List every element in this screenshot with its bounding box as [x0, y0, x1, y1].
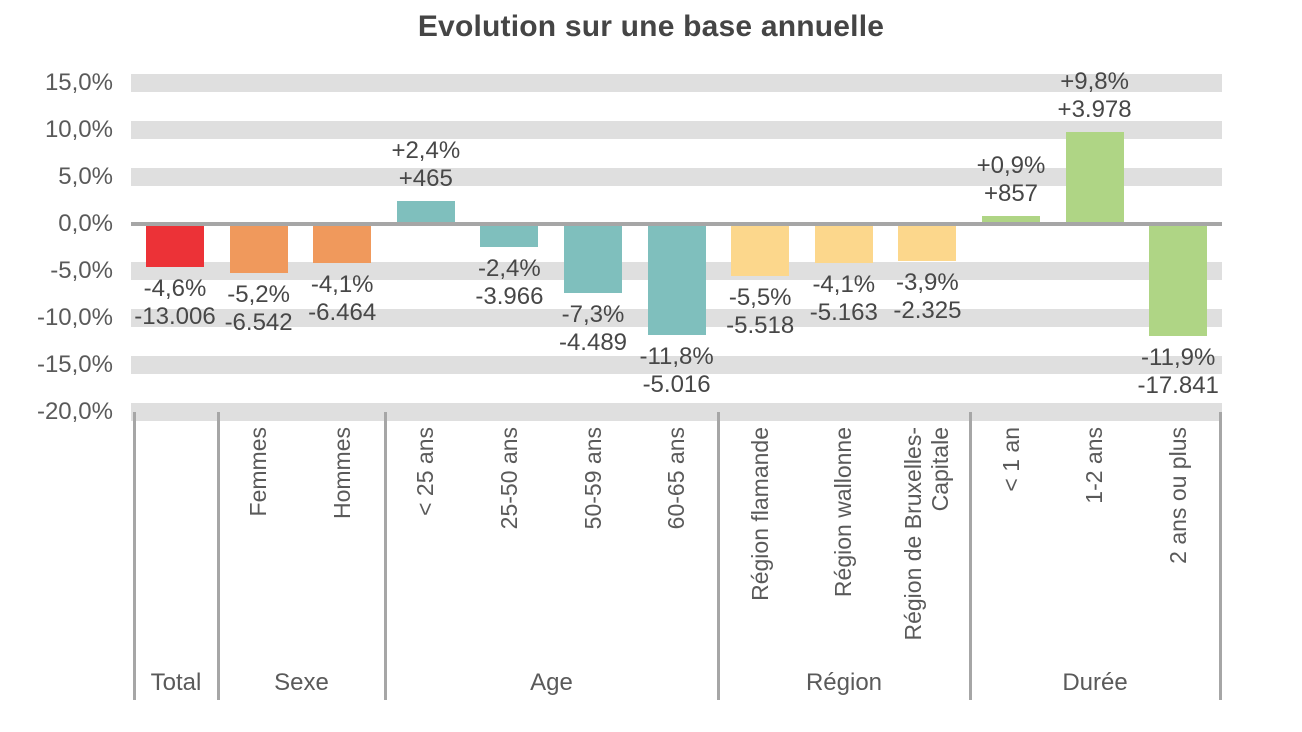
bar-value-label: -4,1% -5.163	[809, 270, 878, 326]
bar	[396, 201, 455, 224]
group-label: Région	[805, 669, 883, 696]
group-divider	[383, 412, 387, 700]
bar-value-label: -2,4% -3.966	[475, 254, 544, 310]
bar-value-label: +0,9% +857	[976, 151, 1046, 207]
y-tick-label: 10,0%	[44, 116, 113, 143]
bar-value-label: -4,1% -6.464	[308, 270, 377, 326]
bar	[731, 224, 790, 276]
bar	[898, 224, 957, 261]
category-label: Région flamande	[746, 427, 773, 601]
y-tick-label: -15,0%	[36, 351, 113, 378]
y-tick-label: 15,0%	[44, 69, 113, 96]
bar	[146, 224, 204, 268]
gridline-band	[131, 356, 1222, 374]
chart-title: Evolution sur une base annuelle	[417, 10, 885, 43]
bar-value-label: +2,4% +465	[391, 137, 461, 193]
bar	[480, 224, 539, 247]
category-label: 25-50 ans	[495, 427, 522, 530]
y-tick-label: -5,0%	[50, 257, 113, 284]
bar-value-label: +9,8% +3.978	[1057, 67, 1132, 123]
category-label: 2 ans ou plus	[1164, 427, 1191, 564]
bar-value-label: -5,2% -6.542	[224, 280, 293, 336]
category-label: < 1 an	[997, 427, 1024, 492]
category-label: Région wallonne	[830, 427, 857, 598]
bar	[564, 224, 622, 293]
zero-axis-line	[131, 222, 1222, 226]
bar-value-label: -3,9% -2.325	[893, 268, 962, 324]
category-label: Femmes	[245, 427, 272, 517]
bar-value-label: -7,3% -4.489	[558, 300, 628, 356]
category-label: 50-59 ans	[579, 427, 606, 530]
y-tick-label: 0,0%	[58, 210, 113, 237]
y-tick-label: 5,0%	[58, 163, 113, 190]
bar-value-label: -11,9% -17.841	[1137, 343, 1219, 399]
bar	[229, 224, 288, 273]
bar-value-label: -11,8% -5.016	[639, 342, 714, 398]
bar	[1065, 131, 1124, 224]
group-divider	[968, 412, 972, 700]
category-label: Région de Bruxelles- Capitale	[900, 427, 954, 641]
group-label: Sexe	[274, 669, 329, 696]
group-divider	[132, 412, 136, 700]
gridline-band	[131, 74, 1222, 92]
bar	[647, 224, 706, 335]
category-label: < 25 ans	[412, 427, 439, 516]
group-divider	[716, 412, 720, 700]
group-divider	[1218, 412, 1222, 700]
bar-value-label: -4,6% -13.006	[134, 275, 216, 331]
gridline-band	[131, 168, 1222, 186]
bar	[313, 224, 372, 263]
group-label: Durée	[1062, 669, 1128, 696]
bar-value-label: -5,5% -5.518	[726, 283, 795, 339]
gridline-band	[131, 121, 1222, 139]
gridline-band	[131, 403, 1222, 421]
bar	[1149, 224, 1208, 336]
group-label: Age	[530, 669, 573, 696]
group-label: Total	[150, 669, 202, 696]
bar	[814, 224, 873, 263]
category-label: 60-65 ans	[663, 427, 690, 530]
category-label: Hommes	[328, 427, 355, 520]
bar	[982, 215, 1040, 224]
category-label: 1-2 ans	[1081, 427, 1108, 504]
y-tick-label: -10,0%	[36, 304, 113, 331]
group-divider	[216, 412, 220, 700]
y-tick-label: -20,0%	[36, 398, 113, 425]
